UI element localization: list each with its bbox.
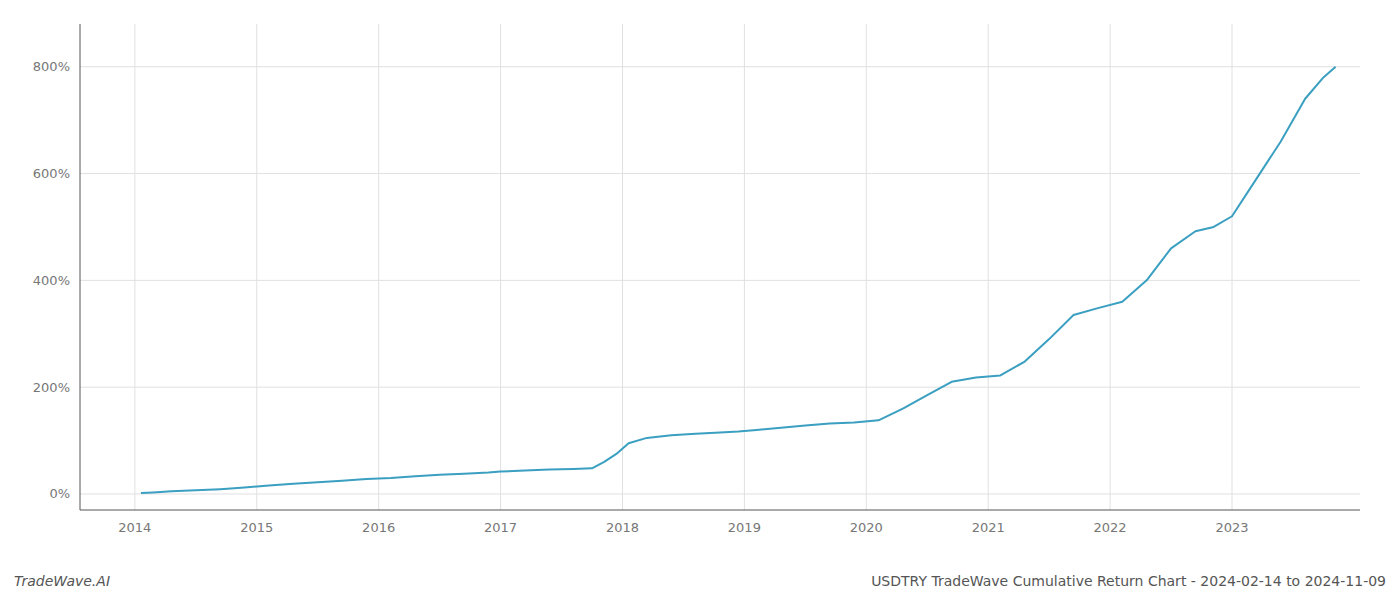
y-tick-label: 200%	[33, 380, 70, 395]
y-grid-line	[80, 387, 1360, 388]
x-grid-line	[256, 24, 257, 510]
y-grid-line	[80, 173, 1360, 174]
x-grid-line	[622, 24, 623, 510]
x-axis-line	[80, 510, 1360, 511]
x-tick-label: 2019	[728, 520, 761, 535]
x-tick-label: 2023	[1215, 520, 1248, 535]
y-tick-label: 0%	[49, 486, 70, 501]
chart-title: USDTRY TradeWave Cumulative Return Chart…	[871, 573, 1386, 589]
x-grid-line	[1232, 24, 1233, 510]
y-tick-label: 400%	[33, 273, 70, 288]
plot-area	[141, 67, 1336, 493]
tick-labels: 0% 200% 400% 600% 800% 2014 2015 2016 2017 2018 20…	[33, 59, 1249, 535]
x-tick-label: 2018	[606, 520, 639, 535]
y-grid-line	[80, 280, 1360, 281]
x-tick-label: 2020	[850, 520, 883, 535]
x-tick-label: 2015	[240, 520, 273, 535]
y-tick-label: 600%	[33, 166, 70, 181]
data-line	[141, 67, 1336, 493]
x-tick-label: 2021	[972, 520, 1005, 535]
x-grid-line	[378, 24, 379, 510]
watermark: TradeWave.AI	[14, 573, 110, 589]
chart-svg: 0% 200% 400% 600% 800% 2014 2015 2016 2017 2018 20…	[0, 0, 1400, 600]
x-tick-label: 2016	[362, 520, 395, 535]
x-grid-line	[134, 24, 135, 510]
y-grid-line	[80, 493, 1360, 494]
grid	[80, 24, 1360, 510]
x-grid-line	[988, 24, 989, 510]
x-grid-line	[744, 24, 745, 510]
x-grid-line	[866, 24, 867, 510]
x-tick-label: 2017	[484, 520, 517, 535]
x-grid-line	[500, 24, 501, 510]
y-tick-label: 800%	[33, 59, 70, 74]
x-tick-label: 2022	[1094, 520, 1127, 535]
x-tick-label: 2014	[118, 520, 151, 535]
background	[0, 0, 1400, 600]
y-axis-line	[80, 24, 81, 510]
x-grid-line	[1110, 24, 1111, 510]
y-grid-line	[80, 66, 1360, 67]
chart-container: 0% 200% 400% 600% 800% 2014 2015 2016 2017 2018 20…	[0, 0, 1400, 600]
